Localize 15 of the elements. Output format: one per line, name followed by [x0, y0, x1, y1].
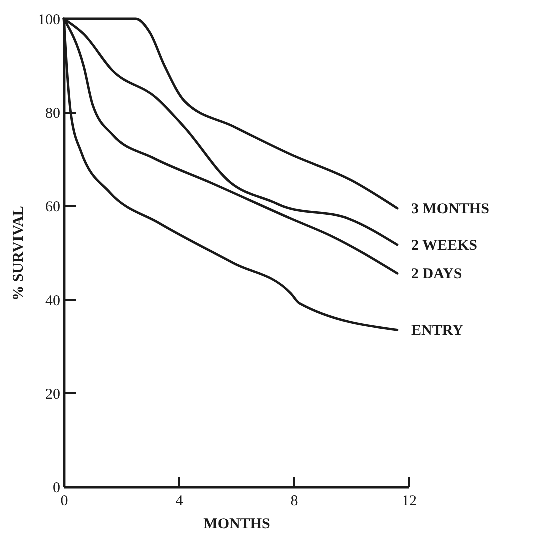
- x-tick-label: 8: [290, 494, 298, 510]
- series-label: 2 WEEKS: [412, 238, 478, 254]
- x-axis-title: MONTHS: [204, 516, 270, 532]
- series-label: 3 MONTHS: [412, 202, 490, 218]
- y-tick-label: 20: [46, 386, 60, 403]
- y-tick-label: 60: [46, 200, 60, 216]
- y-axis-title: % SURVIVAL: [11, 206, 27, 301]
- y-tick-label: 40: [46, 293, 60, 310]
- y-tick-label: 100: [38, 12, 60, 28]
- series-label: ENTRY: [412, 323, 464, 340]
- y-tick-label: 0: [53, 480, 60, 496]
- series-label: 2 DAYS: [412, 266, 462, 283]
- x-tick-label: 12: [402, 494, 417, 510]
- y-tick-label: 80: [46, 106, 60, 122]
- x-tick-label: 4: [176, 494, 184, 510]
